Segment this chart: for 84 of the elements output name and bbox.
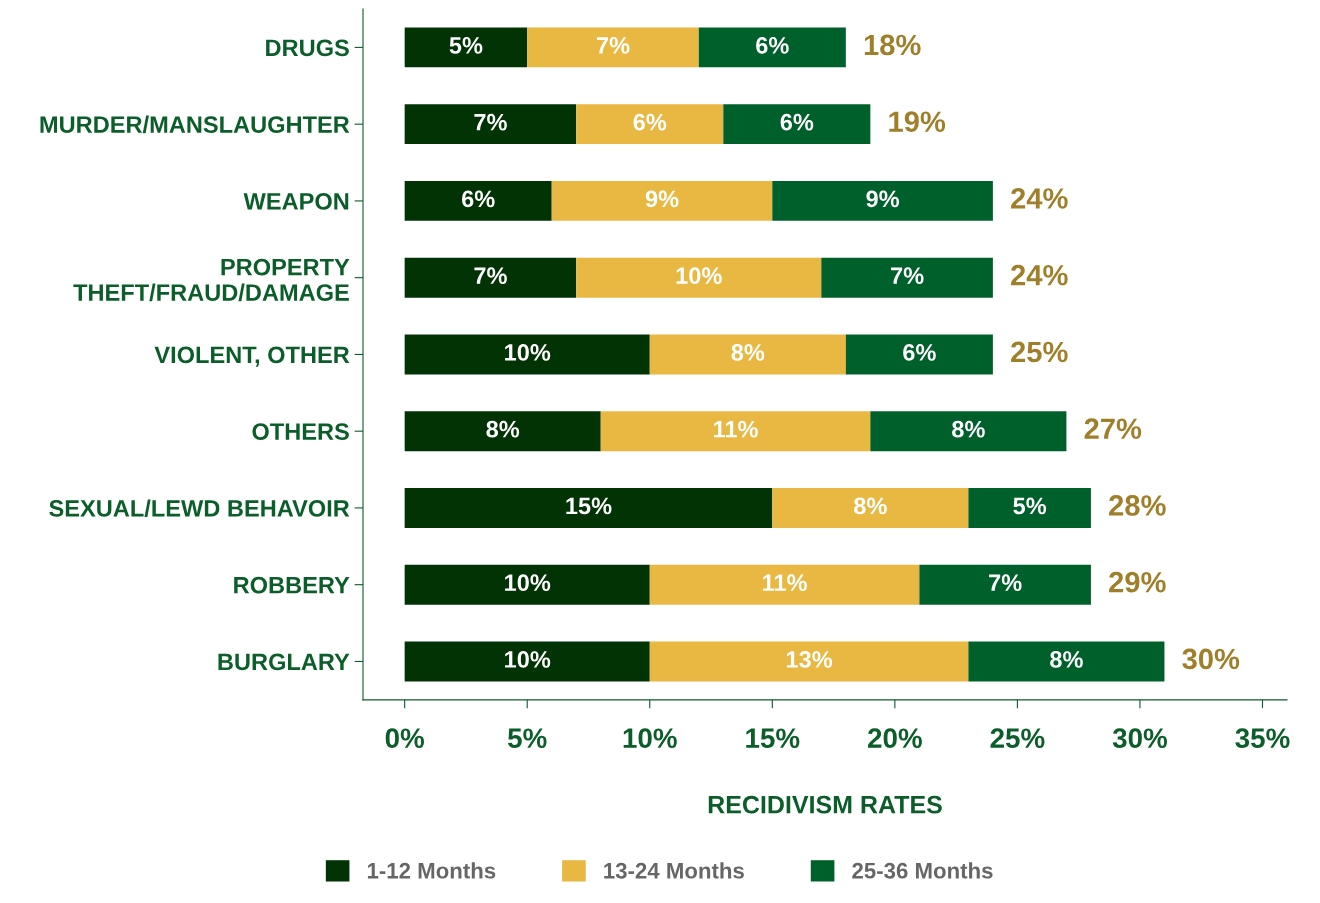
data-label: 8% <box>854 497 887 515</box>
x-tick-label: 10% <box>623 728 677 749</box>
data-label: 5% <box>1013 497 1047 515</box>
data-label: 9% <box>645 190 679 208</box>
bar <box>649 564 920 605</box>
data-label: 13% <box>786 651 833 668</box>
bar <box>723 104 871 145</box>
total-label: 18% <box>864 34 921 56</box>
x-tick-label: 0% <box>385 728 425 749</box>
bar <box>649 641 969 682</box>
data-label: 7% <box>596 37 630 54</box>
bar <box>870 411 1067 452</box>
bar <box>919 564 1091 605</box>
total-label: 24% <box>1011 264 1068 286</box>
bar <box>404 641 650 682</box>
data-label: 7% <box>474 113 507 131</box>
data-label: 8% <box>952 420 985 438</box>
total-label: 28% <box>1109 495 1166 516</box>
bar <box>404 257 577 298</box>
data-label: 7% <box>474 267 507 284</box>
x-tick-label: 30% <box>1112 728 1168 749</box>
data-label: 10% <box>505 651 551 668</box>
bar <box>404 104 577 145</box>
bar <box>600 411 871 452</box>
total-label: 25% <box>1011 341 1068 363</box>
legend-label: 1-12 Months <box>367 862 496 879</box>
bar <box>404 564 650 605</box>
x-axis-title: RECIDIVISM RATES <box>708 795 942 814</box>
data-label: 6% <box>903 344 936 361</box>
data-label: 6% <box>780 113 814 131</box>
data-label: 15% <box>566 497 612 515</box>
data-label: 10% <box>505 574 551 592</box>
total-label: 30% <box>1182 648 1240 670</box>
data-label: 7% <box>989 574 1022 591</box>
bar <box>698 27 846 68</box>
bar <box>404 487 773 528</box>
legend-label: 13-24 Months <box>604 862 744 879</box>
data-label: 5% <box>449 37 483 54</box>
bar <box>772 180 993 221</box>
x-tick-label: 15% <box>746 728 800 749</box>
bar <box>404 411 601 452</box>
bar <box>576 104 724 145</box>
data-label: 6% <box>756 37 789 54</box>
legend-label: 25-36 Months <box>852 862 993 879</box>
bar <box>404 334 650 375</box>
bar <box>968 641 1165 682</box>
y-tick-label: WEAPON <box>243 192 349 210</box>
bar <box>772 487 969 528</box>
x-tick-label: 25% <box>990 728 1045 749</box>
data-label: 10% <box>505 344 551 361</box>
data-label: 10% <box>676 267 722 285</box>
x-tick-label: 20% <box>868 728 922 749</box>
bar <box>576 257 822 298</box>
y-tick-label: BURGLARY <box>218 653 350 671</box>
data-label: 8% <box>1050 651 1083 668</box>
y-tick-label: OTHERS <box>252 423 349 440</box>
y-tick-label: VIOLENT, OTHER <box>154 346 350 367</box>
bar <box>968 487 1091 528</box>
total-label: 24% <box>1011 188 1068 209</box>
bar <box>649 334 846 375</box>
bar <box>551 180 773 221</box>
total-label: 27% <box>1084 418 1142 439</box>
data-label: 11% <box>763 574 807 591</box>
y-tick-label: MURDER/MANSLAUGHTER <box>40 115 350 134</box>
bar <box>527 27 699 68</box>
data-label: 8% <box>486 420 520 438</box>
y-tick-label: PROPERTY THEFT/FRAUD/DAMAGE <box>73 258 350 302</box>
x-tick-label: 5% <box>507 728 547 749</box>
data-label: 11% <box>714 420 758 438</box>
bar <box>821 257 993 298</box>
bar <box>404 180 552 221</box>
bar <box>845 334 993 375</box>
data-label: 8% <box>731 344 765 361</box>
total-label: 19% <box>889 111 946 132</box>
data-label: 7% <box>891 267 924 284</box>
data-label: 6% <box>461 190 495 208</box>
data-label: 9% <box>866 190 900 208</box>
x-tick-label: 35% <box>1235 728 1290 749</box>
y-tick-label: ROBBERY <box>234 576 350 594</box>
y-tick-label: DRUGS <box>266 39 349 57</box>
total-label: 29% <box>1109 571 1166 593</box>
bar <box>404 27 528 68</box>
data-label: 6% <box>633 113 667 131</box>
y-tick-label: SEXUAL/LEWD BEHAVOIR <box>49 499 350 517</box>
